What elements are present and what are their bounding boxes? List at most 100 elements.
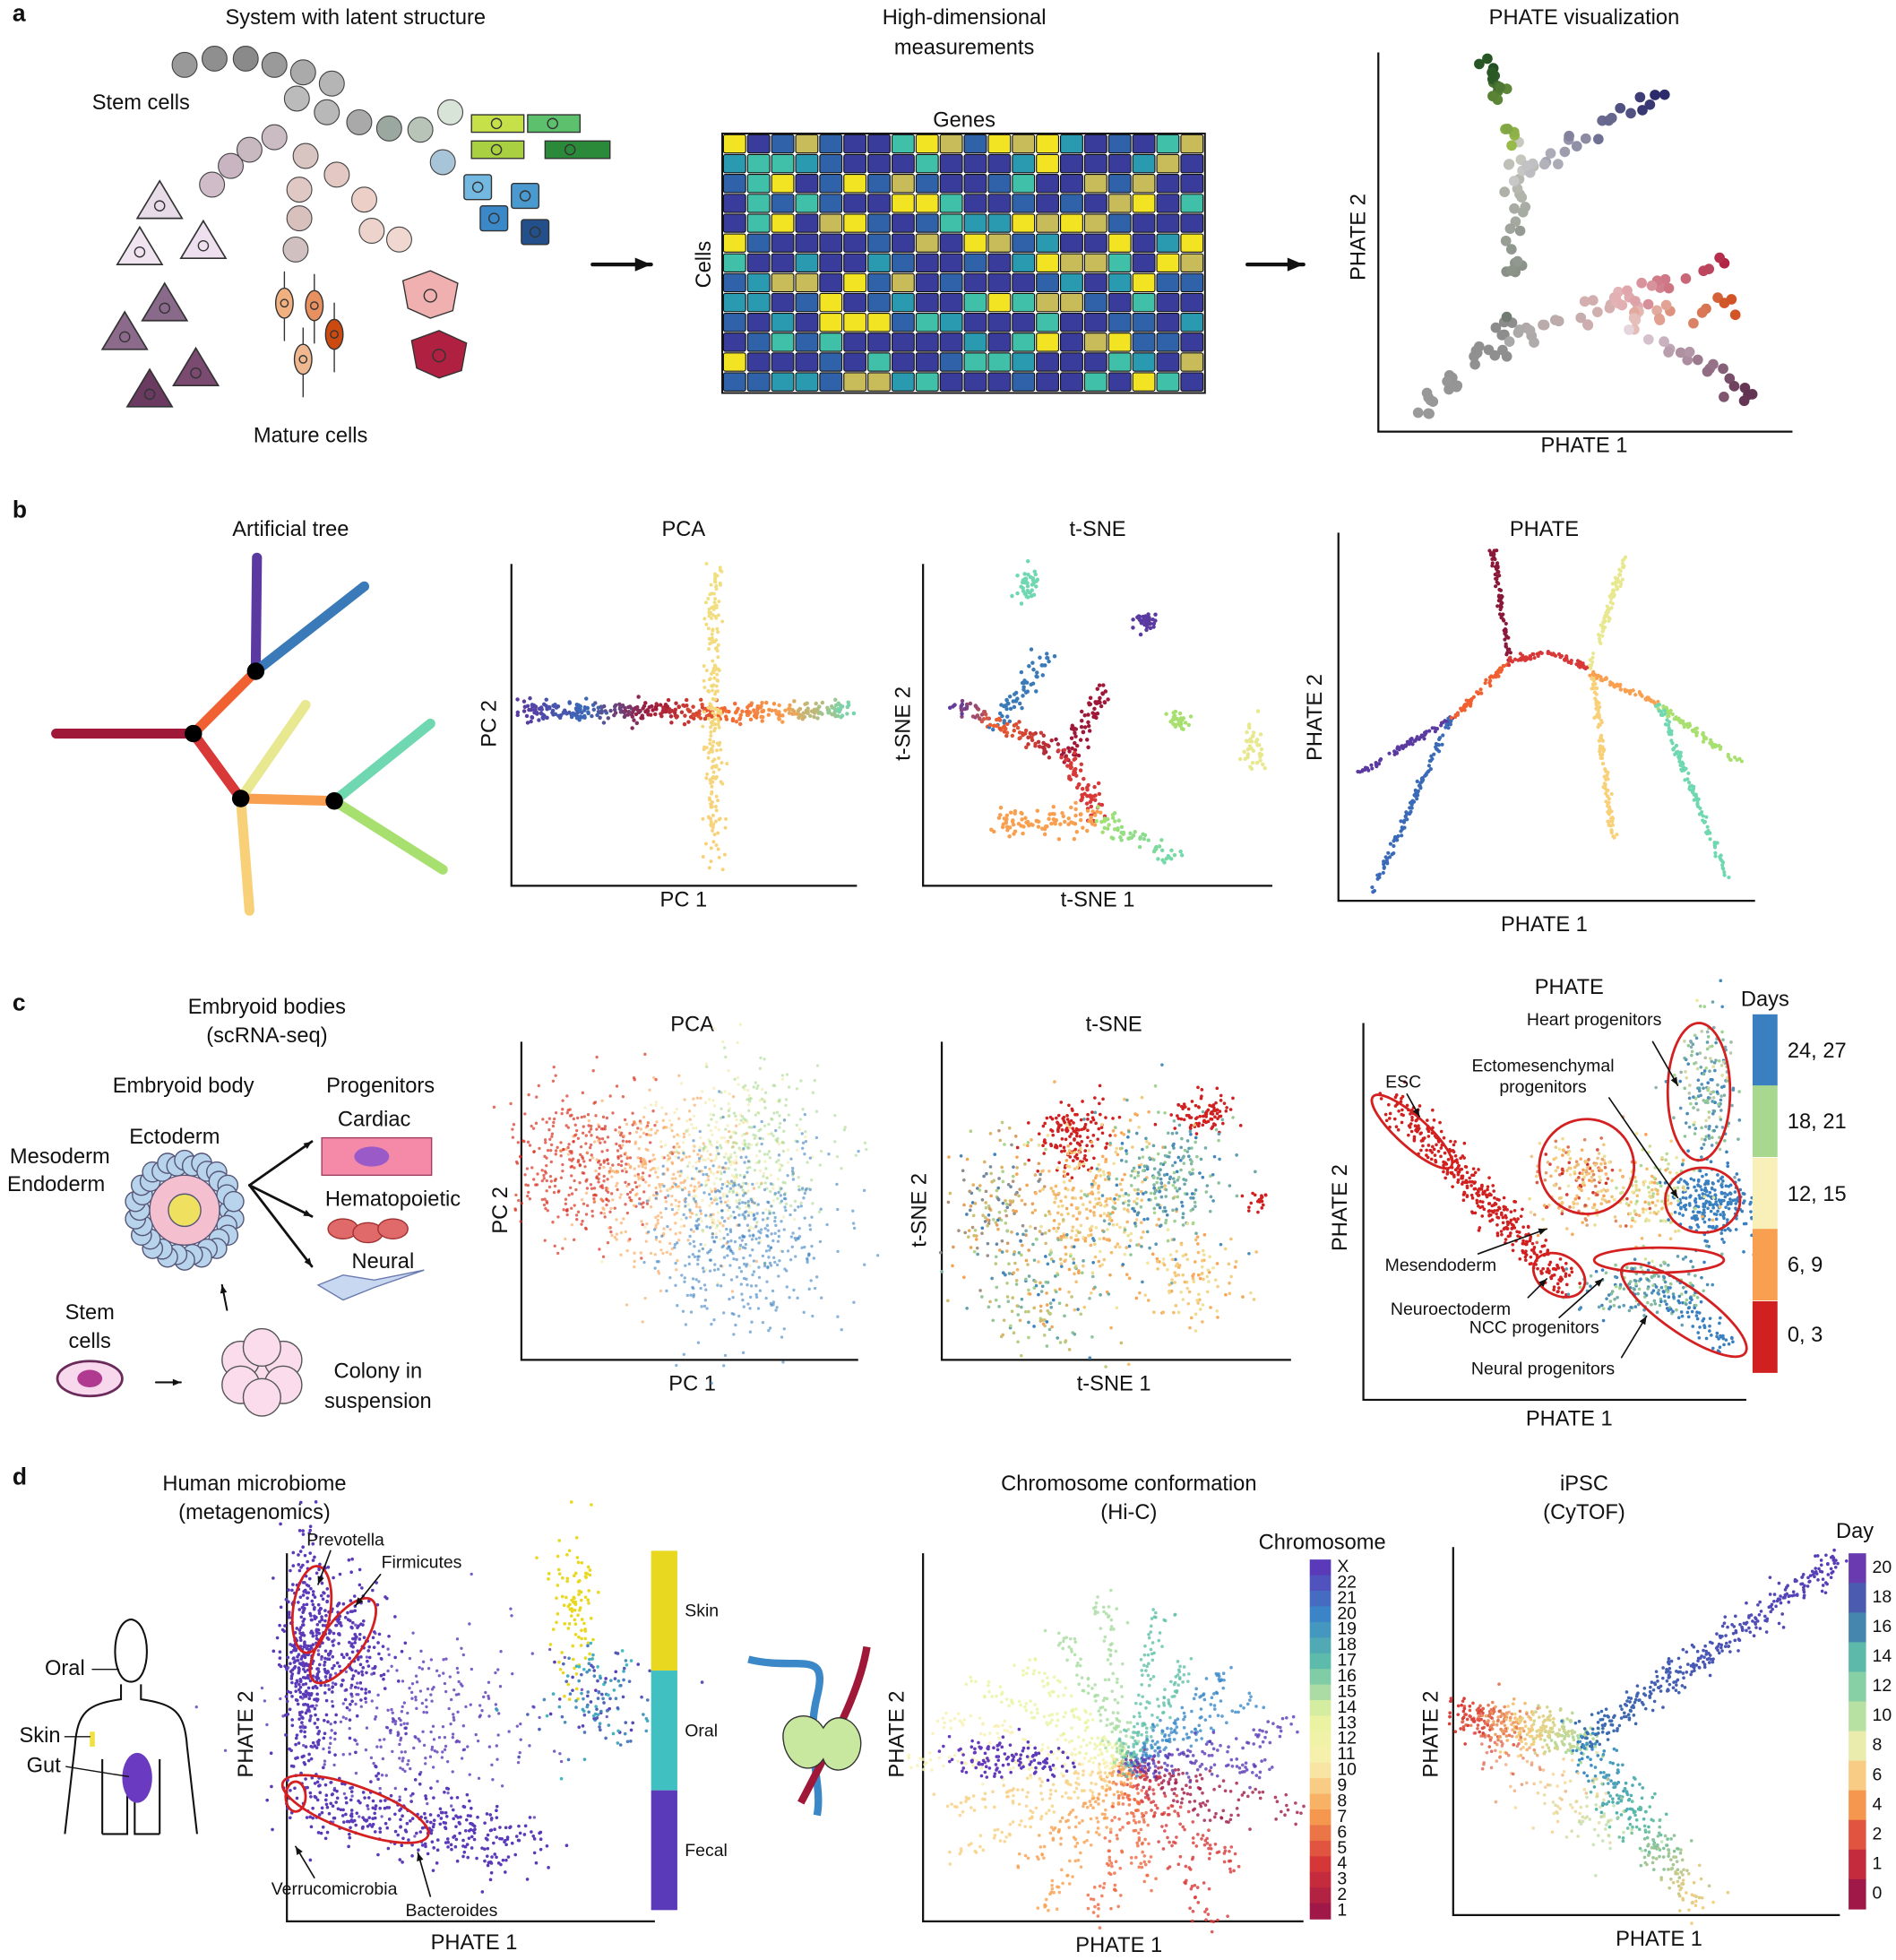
scatter-point <box>692 1097 695 1101</box>
scatter-point <box>768 1248 771 1252</box>
scatter-point <box>785 1073 789 1076</box>
scatter-point <box>1128 831 1133 836</box>
scatter-point <box>1034 674 1038 678</box>
scatter-point <box>605 1203 608 1207</box>
scatter-point <box>677 1074 681 1077</box>
scatter-point <box>619 1222 624 1225</box>
scatter-point <box>733 1239 737 1244</box>
scatter-point <box>711 764 715 769</box>
scatter-point <box>996 816 1002 820</box>
scatter-point <box>1123 1252 1127 1256</box>
scatter-point <box>1174 1257 1177 1262</box>
scatter-point <box>1023 816 1028 821</box>
scatter-point <box>1049 1144 1054 1148</box>
scatter-point <box>763 1100 766 1104</box>
scatter-point <box>711 688 714 693</box>
scatter-point <box>728 1205 731 1210</box>
scatter-point <box>1047 659 1051 664</box>
label: (scRNA-seq) <box>206 1024 327 1048</box>
scatter-point <box>695 1187 699 1190</box>
scatter-point <box>756 1084 760 1088</box>
scatter-point <box>684 697 689 703</box>
scatter-point <box>675 1241 679 1245</box>
heatmap-cell <box>987 313 1012 332</box>
scatter-point <box>724 1152 728 1156</box>
scatter-point <box>1100 1154 1105 1159</box>
nucleus <box>519 190 531 202</box>
scatter-point <box>1137 844 1142 850</box>
scatter-point <box>582 1160 586 1163</box>
scatter-point <box>704 669 709 673</box>
scatter-point <box>1101 683 1106 687</box>
scatter-point <box>811 1091 815 1094</box>
heatmap-cell <box>722 153 746 174</box>
scatter-point <box>703 600 708 605</box>
scatter-point <box>761 1137 765 1141</box>
nucleus <box>190 367 202 379</box>
scatter-point <box>553 1244 556 1248</box>
scatter-point <box>1080 718 1084 723</box>
tree-branch <box>250 581 370 677</box>
scatter-point <box>1075 1141 1080 1145</box>
scatter-point <box>1062 1115 1066 1119</box>
heatmap-cell <box>1060 134 1083 154</box>
scatter-point <box>1022 576 1028 582</box>
heatmap-cell <box>1060 313 1083 332</box>
scatter-point <box>795 1123 798 1127</box>
scatter-point <box>773 1231 777 1235</box>
scatter-point <box>1076 753 1082 758</box>
scatter-point <box>548 1137 552 1141</box>
scatter-point <box>976 707 981 712</box>
scatter-point <box>668 1241 672 1246</box>
scatter-point <box>745 710 750 714</box>
heatmap-cell <box>1180 134 1204 154</box>
scatter-point <box>712 717 717 721</box>
scatter-point <box>1506 265 1517 276</box>
scatter-point <box>728 1181 731 1186</box>
scatter-point <box>1538 650 1543 655</box>
scatter-point <box>729 1239 733 1243</box>
scatter-point <box>593 1101 598 1104</box>
scatter-point <box>707 614 711 618</box>
scatter-point <box>643 1225 647 1230</box>
scatter-point <box>573 1166 576 1170</box>
scatter-point <box>1081 825 1085 830</box>
cell <box>236 136 263 163</box>
scatter-point <box>682 1135 686 1139</box>
scatter-point <box>1600 762 1606 766</box>
scatter-point <box>1005 1205 1010 1210</box>
scatter-point <box>698 1148 702 1153</box>
scatter-point <box>711 780 715 784</box>
scatter-point <box>1089 1209 1092 1213</box>
scatter-point <box>679 1225 683 1229</box>
scatter-point <box>763 1160 767 1163</box>
scatter-point <box>661 1164 665 1168</box>
scatter-point <box>692 1149 696 1153</box>
scatter-point <box>1011 818 1015 823</box>
scatter-point <box>578 708 582 713</box>
tree-branch <box>188 666 261 739</box>
scatter-point <box>1051 816 1056 822</box>
scatter-point <box>1113 819 1117 824</box>
scatter-point <box>582 1171 586 1175</box>
scatter-point <box>619 1134 623 1137</box>
scatter-point <box>836 1207 840 1212</box>
scatter-point <box>735 1173 738 1177</box>
scatter-point <box>780 713 785 718</box>
scatter-point <box>771 1239 775 1243</box>
scatter-point <box>773 1215 777 1220</box>
scatter-point <box>777 1153 781 1157</box>
scatter-point <box>1163 1184 1167 1187</box>
scatter-point <box>783 1205 787 1209</box>
scatter-point <box>865 1147 868 1152</box>
scatter-point <box>1086 720 1090 725</box>
scatter-point <box>1704 815 1709 819</box>
scatter-point <box>1012 1208 1015 1213</box>
label: t-SNE 2 <box>892 686 916 761</box>
scatter-point <box>1144 1190 1148 1195</box>
scatter-point <box>728 1135 732 1139</box>
scatter-point <box>606 1241 610 1245</box>
scatter-point <box>1043 1138 1047 1142</box>
scatter-point <box>707 647 711 652</box>
